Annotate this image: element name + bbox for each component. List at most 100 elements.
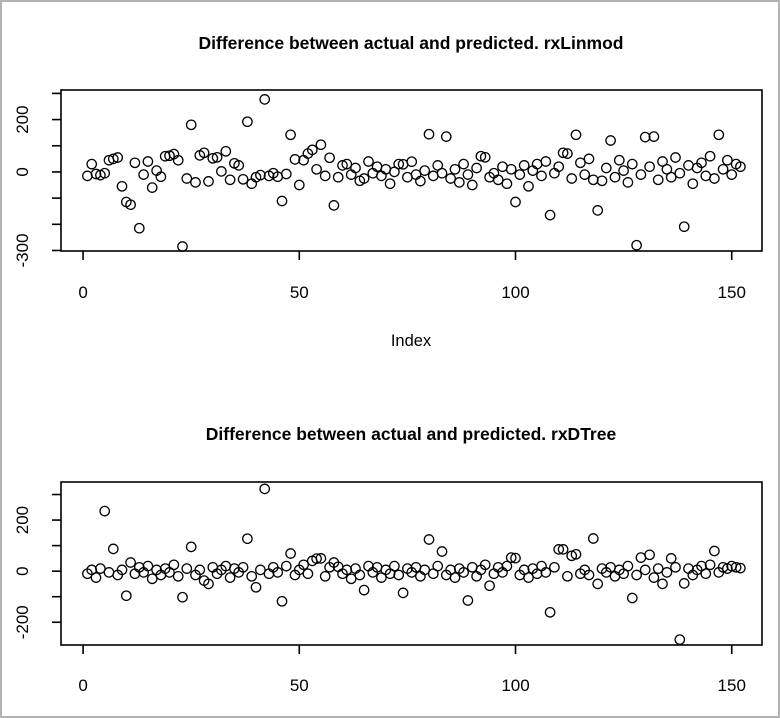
data-point [302,568,314,580]
data-point [358,173,370,184]
data-point [341,158,353,170]
data-point [523,180,534,192]
data-point [665,171,677,183]
data-point [280,168,292,180]
data-point [713,129,725,141]
data-point [125,199,136,211]
data-point [510,196,521,208]
data-point [276,595,288,607]
data-point [631,239,642,251]
data-point [501,178,513,190]
data-point [293,179,305,191]
data-point [544,209,556,221]
data-point [397,587,409,599]
data-point [657,578,668,590]
data-point [107,543,119,555]
data-point [639,564,651,576]
data-point [203,578,214,590]
data-point [207,152,219,164]
y-tick-label: 0 [13,167,32,176]
plot-box [60,481,763,646]
data-point [704,150,716,162]
data-point [393,569,405,581]
data-point [280,560,292,572]
data-point [596,175,608,187]
data-point [185,541,197,553]
data-point [190,177,201,188]
x-tick-label: 0 [78,676,87,695]
data-point [172,154,184,166]
data-point [735,562,746,574]
data-point [510,552,521,564]
data-point [358,584,370,596]
rxdtree-plot: 0 50 100 150 -200 0 200 [13,481,763,695]
data-point [285,129,296,141]
x-tick-label: 0 [78,283,87,302]
data-point [562,148,573,159]
data-point [726,169,738,180]
data-point [237,173,249,185]
x-tick-label: 50 [290,283,309,302]
data-point [285,548,296,559]
data-point [553,161,565,173]
data-point [95,563,106,574]
data-point [181,563,193,574]
data-point [255,169,266,181]
data-point [237,561,249,573]
data-point [440,131,452,142]
data-point [622,560,634,572]
data-point [90,168,102,180]
data-point [181,173,193,184]
data-point [570,129,582,141]
data-point [389,560,400,572]
data-point [168,559,180,571]
data-point [462,595,474,606]
data-point [458,567,469,578]
data-point [570,548,582,560]
data-point [415,175,426,187]
data-point [661,163,673,175]
data-point [315,553,327,564]
data-point [112,152,124,163]
data-point [99,167,111,179]
data-point [709,173,720,184]
data-point [402,171,413,183]
data-point [549,167,560,179]
data-point [592,205,604,216]
data-point [220,145,232,157]
data-point [449,572,461,583]
data-point [497,161,508,173]
data-point [125,557,136,568]
data-point [683,160,694,171]
data-point [311,163,322,175]
data-point [670,152,681,163]
data-point [575,157,586,169]
data-point [324,152,335,164]
x-tick-label: 50 [290,676,309,695]
data-point [350,162,361,174]
data-point [557,147,569,159]
data-point [103,567,115,578]
data-point [644,549,655,561]
data-point [722,154,733,166]
data-point [289,154,301,165]
data-point [142,560,154,572]
data-point [583,569,595,581]
data-point [696,157,707,169]
data-point [518,160,530,171]
data-point [272,567,284,578]
data-point [246,178,258,190]
data-point [479,151,491,163]
data-point [423,128,435,140]
data-point [652,174,664,186]
data-point [466,179,478,191]
data-point [393,158,405,170]
data-point [670,561,681,573]
data-point [678,221,690,233]
data-point [298,154,309,166]
data-point [505,163,517,175]
data-point [453,177,465,188]
data-point [255,564,266,576]
